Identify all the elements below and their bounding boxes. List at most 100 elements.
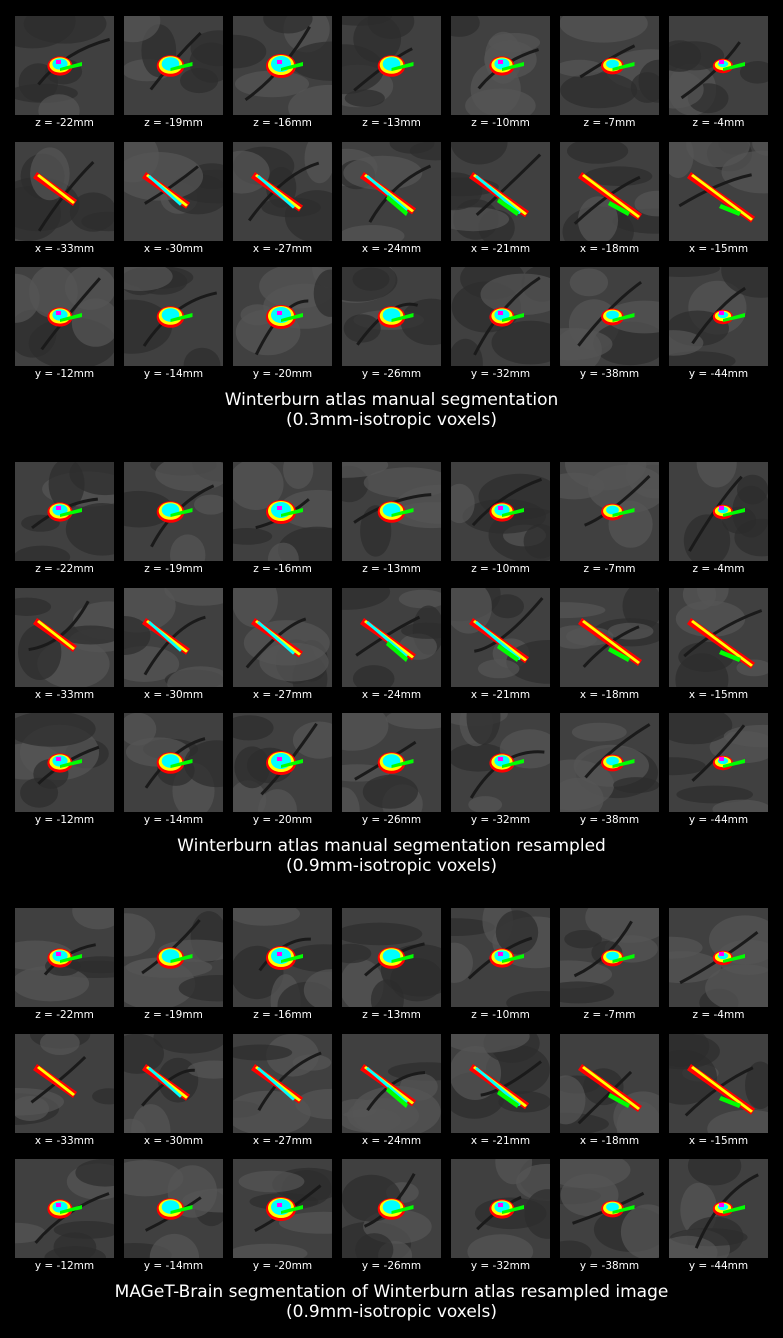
axial-slice-panel bbox=[451, 908, 550, 1007]
slice-coordinate-label: x = -33mm bbox=[34, 1135, 95, 1147]
slice-coordinate-label: y = -14mm bbox=[143, 1260, 204, 1272]
sagittal-slice-panel bbox=[15, 1034, 114, 1133]
segmentation-overlay bbox=[601, 754, 635, 772]
mri-slice-image bbox=[124, 462, 223, 561]
sagittal-slice-panel bbox=[669, 142, 768, 241]
mri-slice-image bbox=[560, 1034, 659, 1133]
segmentation-overlay bbox=[156, 752, 193, 774]
slice-coordinate-label: y = -32mm bbox=[470, 814, 531, 826]
mri-slice-image bbox=[342, 1159, 441, 1258]
slice-coordinate-label: z = -19mm bbox=[144, 117, 203, 129]
slice-coordinate-label: y = -38mm bbox=[579, 368, 640, 380]
axial-slice-panel bbox=[124, 908, 223, 1007]
slice-coordinate-label: y = -32mm bbox=[470, 1260, 531, 1272]
slice-coordinate-label: z = -22mm bbox=[35, 1009, 94, 1021]
slice-coordinate-label: z = -13mm bbox=[362, 1009, 421, 1021]
segmentation-overlay bbox=[142, 618, 190, 655]
mri-slice-image bbox=[342, 267, 441, 366]
slice-coordinate-label: x = -15mm bbox=[688, 689, 749, 701]
sagittal-slice-panel bbox=[124, 142, 223, 241]
coronal-slice-panel bbox=[342, 267, 441, 366]
segmentation-overlay bbox=[687, 1064, 755, 1115]
slice-coordinate-label: x = -15mm bbox=[688, 243, 749, 255]
segmentation-overlay bbox=[578, 1064, 642, 1112]
mri-slice-image bbox=[342, 16, 441, 115]
mri-slice-image bbox=[342, 588, 441, 687]
axial-slice-panel bbox=[15, 16, 114, 115]
mri-slice-image bbox=[124, 1034, 223, 1133]
mri-slice-image bbox=[560, 908, 659, 1007]
slice-coordinate-label: y = -20mm bbox=[252, 368, 313, 380]
sagittal-slice-panel bbox=[669, 1034, 768, 1133]
segmentation-overlay bbox=[377, 752, 414, 774]
axial-slice-panel bbox=[233, 16, 332, 115]
slice-coordinate-label: z = -7mm bbox=[583, 563, 636, 575]
segmentation-overlay bbox=[156, 55, 193, 77]
slice-coordinate-label: x = -24mm bbox=[361, 243, 422, 255]
segmentation-overlay bbox=[489, 502, 524, 522]
axial-slice-panel bbox=[451, 462, 550, 561]
mri-slice-image bbox=[233, 1034, 332, 1133]
slice-coordinate-label: y = -38mm bbox=[579, 814, 640, 826]
sagittal-slice-panel bbox=[233, 588, 332, 687]
segmentation-overlay bbox=[33, 1064, 77, 1098]
segmentation-overlay bbox=[47, 948, 82, 968]
slice-coordinate-label: z = -16mm bbox=[253, 1009, 312, 1021]
mri-slice-image bbox=[560, 267, 659, 366]
mri-slice-image bbox=[451, 908, 550, 1007]
slice-coordinate-label: x = -33mm bbox=[34, 243, 95, 255]
mri-slice-image bbox=[560, 1159, 659, 1258]
section-subtitle: (0.3mm-isotropic voxels) bbox=[286, 410, 497, 430]
slice-coordinate-label: z = -16mm bbox=[253, 117, 312, 129]
segmentation-overlay bbox=[142, 1064, 190, 1101]
slice-coordinate-label: y = -12mm bbox=[34, 368, 95, 380]
slice-coordinate-label: x = -30mm bbox=[143, 1135, 204, 1147]
mri-slice-image bbox=[15, 588, 114, 687]
segmentation-overlay bbox=[251, 618, 303, 658]
coronal-slice-panel bbox=[124, 713, 223, 812]
slice-coordinate-label: z = -10mm bbox=[471, 563, 530, 575]
segmentation-overlay bbox=[47, 502, 82, 522]
slice-coordinate-label: y = -32mm bbox=[470, 368, 531, 380]
section-subtitle: (0.9mm-isotropic voxels) bbox=[286, 1302, 497, 1322]
coronal-slice-panel bbox=[15, 1159, 114, 1258]
segmentation-overlay bbox=[712, 755, 745, 771]
mri-slice-image bbox=[15, 713, 114, 812]
slice-coordinate-label: x = -30mm bbox=[143, 243, 204, 255]
slice-coordinate-label: y = -14mm bbox=[143, 368, 204, 380]
axial-slice-panel bbox=[15, 908, 114, 1007]
section-title: Winterburn atlas manual segmentation res… bbox=[177, 836, 606, 856]
axial-slice-panel bbox=[124, 462, 223, 561]
mri-slice-image bbox=[560, 142, 659, 241]
mri-slice-image bbox=[560, 16, 659, 115]
segmentation-overlay bbox=[489, 1199, 524, 1219]
segmentation-overlay bbox=[47, 307, 82, 327]
mri-slice-image bbox=[669, 16, 768, 115]
segmentation-overlay bbox=[156, 947, 193, 969]
segmentation-overlay bbox=[489, 307, 524, 327]
slice-coordinate-label: x = -27mm bbox=[252, 1135, 313, 1147]
segmentation-overlay bbox=[601, 1200, 635, 1218]
sagittal-slice-panel bbox=[560, 142, 659, 241]
coronal-slice-panel bbox=[124, 267, 223, 366]
section-subtitle: (0.9mm-isotropic voxels) bbox=[286, 856, 497, 876]
segmentation-overlay bbox=[266, 305, 303, 329]
slice-coordinate-label: z = -7mm bbox=[583, 117, 636, 129]
segmentation-overlay bbox=[489, 56, 524, 76]
segmentation-overlay bbox=[156, 501, 193, 523]
coronal-slice-panel bbox=[233, 267, 332, 366]
slice-coordinate-label: z = -13mm bbox=[362, 563, 421, 575]
mri-slice-image bbox=[233, 267, 332, 366]
segmentation-overlay bbox=[601, 57, 635, 75]
mri-slice-image bbox=[124, 908, 223, 1007]
coronal-slice-panel bbox=[560, 713, 659, 812]
slice-coordinate-label: y = -44mm bbox=[688, 814, 749, 826]
slice-coordinate-label: x = -24mm bbox=[361, 689, 422, 701]
mri-slice-image bbox=[233, 16, 332, 115]
segmentation-overlay bbox=[47, 56, 82, 76]
slice-coordinate-label: y = -20mm bbox=[252, 814, 313, 826]
axial-slice-panel bbox=[342, 462, 441, 561]
mri-slice-image bbox=[669, 1034, 768, 1133]
slice-coordinate-label: x = -18mm bbox=[579, 1135, 640, 1147]
sagittal-slice-panel bbox=[124, 1034, 223, 1133]
